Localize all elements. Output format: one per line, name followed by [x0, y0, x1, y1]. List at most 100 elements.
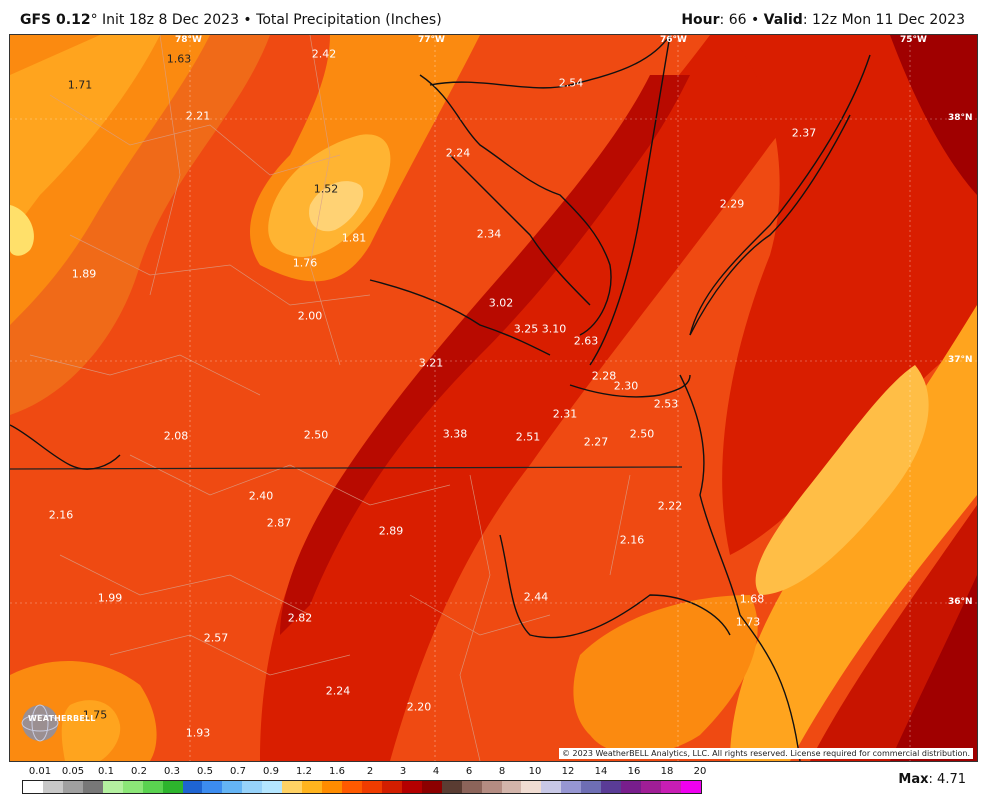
legend-label: 0.1	[98, 766, 114, 777]
legend-swatch	[421, 781, 442, 793]
legend-label: 3	[399, 766, 407, 777]
precipitation-map[interactable]: 78°W 77°W 76°W 75°W 38°N 37°N 36°N 1.63 …	[9, 34, 978, 762]
precip-value: 1.81	[341, 231, 367, 245]
legend-label: 12	[561, 766, 575, 777]
legend-swatch	[601, 781, 622, 793]
precip-value: 2.51	[515, 430, 541, 444]
legend-swatch	[23, 781, 43, 793]
legend-label: 0.2	[131, 766, 147, 777]
legend-label: 0.5	[197, 766, 213, 777]
precip-value: 2.37	[791, 126, 817, 140]
legend-label: 1.6	[329, 766, 345, 777]
legend-colorbar	[22, 780, 702, 794]
precip-value: 2.31	[552, 407, 578, 421]
degree-sign: °	[90, 12, 98, 28]
legend-label: 0.9	[263, 766, 279, 777]
header: GFS 0.12° Init 18z 8 Dec 2023 • Total Pr…	[0, 0, 984, 34]
legend-label: 6	[465, 766, 473, 777]
legend-swatch	[262, 781, 283, 793]
legend-swatch	[302, 781, 323, 793]
legend-swatch	[661, 781, 681, 793]
legend-swatch	[142, 781, 163, 793]
legend-swatch	[202, 781, 223, 793]
legend-swatch	[501, 781, 522, 793]
precip-value: 1.76	[292, 256, 318, 270]
lat-tick-36n: 36°N	[948, 597, 973, 607]
map-title: GFS 0.12° Init 18z 8 Dec 2023 • Total Pr…	[20, 12, 442, 28]
precip-value: 2.82	[287, 611, 313, 625]
legend-label: 18	[660, 766, 674, 777]
legend-swatch	[581, 781, 602, 793]
legend-swatch	[621, 781, 642, 793]
legend-swatch	[461, 781, 482, 793]
legend-label: 14	[594, 766, 608, 777]
legend-swatch	[342, 781, 362, 793]
legend-swatch	[182, 781, 203, 793]
max-value: Max: 4.71	[898, 772, 966, 787]
legend-label: 4	[432, 766, 440, 777]
precip-legend: 0.01 0.05 0.1 0.2 0.3 0.5 0.7 0.9 1.2 1.6 2 3 4 6 8 10 1…	[22, 766, 707, 794]
precip-value: 1.68	[739, 592, 765, 606]
precip-value: 2.54	[558, 76, 584, 90]
legend-swatch	[42, 781, 63, 793]
precip-value: 1.63	[166, 52, 192, 66]
precip-value: 2.57	[203, 631, 229, 645]
legend-swatch	[641, 781, 661, 793]
precip-value: 3.25	[513, 322, 539, 336]
legend-swatch	[282, 781, 303, 793]
lon-tick-78w: 78°W	[175, 35, 202, 45]
legend-swatch	[401, 781, 422, 793]
precip-value: 2.89	[378, 524, 404, 538]
valid-info: Hour: 66 • Valid: 12z Mon 11 Dec 2023	[681, 12, 965, 28]
legend-swatch	[541, 781, 562, 793]
legend-label: 2	[366, 766, 374, 777]
precip-value: 2.00	[297, 309, 323, 323]
precip-value: 2.50	[303, 428, 329, 442]
precip-value: 3.02	[488, 296, 514, 310]
precip-value: 3.10	[541, 322, 567, 336]
legend-swatch	[122, 781, 143, 793]
lat-tick-38n: 38°N	[948, 113, 973, 123]
legend-label: 10	[528, 766, 542, 777]
hour-label: Hour	[681, 12, 720, 28]
precip-value: 2.08	[163, 429, 189, 443]
precip-value: 2.22	[657, 499, 683, 513]
legend-label: 8	[498, 766, 506, 777]
legend-swatch	[102, 781, 123, 793]
legend-swatch	[82, 781, 103, 793]
legend-swatch	[481, 781, 502, 793]
legend-swatch	[361, 781, 382, 793]
precip-value: 2.42	[311, 47, 337, 61]
legend-swatch	[222, 781, 243, 793]
lon-tick-75w: 75°W	[900, 35, 927, 45]
legend-label: 16	[627, 766, 641, 777]
precip-value: 2.24	[445, 146, 471, 160]
legend-swatch	[242, 781, 263, 793]
precip-value: 2.24	[325, 684, 351, 698]
weatherbell-logo: WEATHERBELL	[18, 701, 95, 745]
precip-value: 2.87	[266, 516, 292, 530]
legend-swatch	[680, 781, 701, 793]
hour-value: : 66 •	[719, 12, 764, 28]
precip-value: 2.16	[619, 533, 645, 547]
legend-label: 0.3	[164, 766, 180, 777]
lon-tick-76w: 76°W	[660, 35, 687, 45]
legend-labels: 0.01 0.05 0.1 0.2 0.3 0.5 0.7 0.9 1.2 1.6 2 3 4 6 8 10 1…	[22, 766, 707, 778]
legend-swatch	[62, 781, 83, 793]
precip-value: 2.16	[48, 508, 74, 522]
model-name: GFS 0.12	[20, 12, 91, 28]
precip-value: 1.75	[82, 708, 108, 722]
lat-tick-37n: 37°N	[948, 355, 973, 365]
globe-icon	[21, 704, 59, 742]
lon-tick-77w: 77°W	[418, 35, 445, 45]
precip-value: 3.21	[418, 356, 444, 370]
max-label: Max	[898, 772, 929, 787]
precip-value: 1.73	[735, 615, 761, 629]
valid-value: : 12z Mon 11 Dec 2023	[802, 12, 965, 28]
precip-value: 1.99	[97, 591, 123, 605]
precip-value: 1.71	[67, 78, 93, 92]
precip-value: 3.38	[442, 427, 468, 441]
legend-label: 20	[693, 766, 707, 777]
precip-value: 1.52	[313, 182, 339, 196]
precip-value: 2.20	[406, 700, 432, 714]
